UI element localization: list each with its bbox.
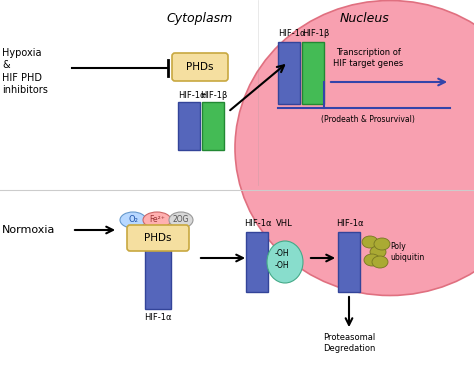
FancyBboxPatch shape: [127, 225, 189, 251]
Text: HIF-1α: HIF-1α: [244, 219, 272, 228]
Text: Transcription of
HIF target genes: Transcription of HIF target genes: [333, 48, 403, 68]
Ellipse shape: [169, 212, 193, 228]
Text: HIF-1β: HIF-1β: [302, 29, 330, 38]
Text: HIF-1β: HIF-1β: [201, 91, 228, 100]
Text: VHL: VHL: [275, 219, 292, 228]
Ellipse shape: [372, 256, 388, 268]
FancyBboxPatch shape: [172, 53, 228, 81]
Bar: [246, 232, 268, 292]
Bar: [278, 42, 300, 104]
Ellipse shape: [370, 246, 386, 258]
Text: HIF-1α: HIF-1α: [144, 313, 172, 322]
Bar: [202, 102, 224, 150]
Text: 2OG: 2OG: [173, 216, 189, 224]
Bar: [302, 42, 324, 104]
Text: O₂: O₂: [128, 216, 138, 224]
Text: HIF-1α: HIF-1α: [178, 91, 206, 100]
Text: Hypoxia
&
HIF PHD
inhibitors: Hypoxia & HIF PHD inhibitors: [2, 48, 48, 95]
Ellipse shape: [374, 238, 390, 250]
Ellipse shape: [362, 236, 378, 248]
Bar: [178, 102, 200, 150]
Text: PHDs: PHDs: [186, 62, 214, 72]
Text: -OH: -OH: [275, 250, 290, 259]
Ellipse shape: [143, 212, 171, 228]
Text: HIF-1α: HIF-1α: [278, 29, 306, 38]
Ellipse shape: [364, 254, 380, 266]
Text: Fe²⁺: Fe²⁺: [149, 216, 165, 224]
Text: PHDs: PHDs: [144, 233, 172, 243]
Text: Poly
ubiquitin: Poly ubiquitin: [390, 242, 424, 262]
Bar: [338, 232, 360, 292]
Text: Normoxia: Normoxia: [2, 225, 55, 235]
Text: -OH: -OH: [275, 262, 290, 270]
Ellipse shape: [120, 212, 146, 228]
Text: Nucleus: Nucleus: [340, 12, 390, 25]
Text: HIF-1α: HIF-1α: [336, 219, 364, 228]
Text: Proteasomal
Degredation: Proteasomal Degredation: [323, 333, 375, 353]
Bar: [145, 249, 171, 309]
Text: (Prodeath & Prosurvival): (Prodeath & Prosurvival): [321, 115, 415, 124]
Text: Cytoplasm: Cytoplasm: [167, 12, 233, 25]
Ellipse shape: [267, 241, 303, 283]
Ellipse shape: [235, 0, 474, 295]
